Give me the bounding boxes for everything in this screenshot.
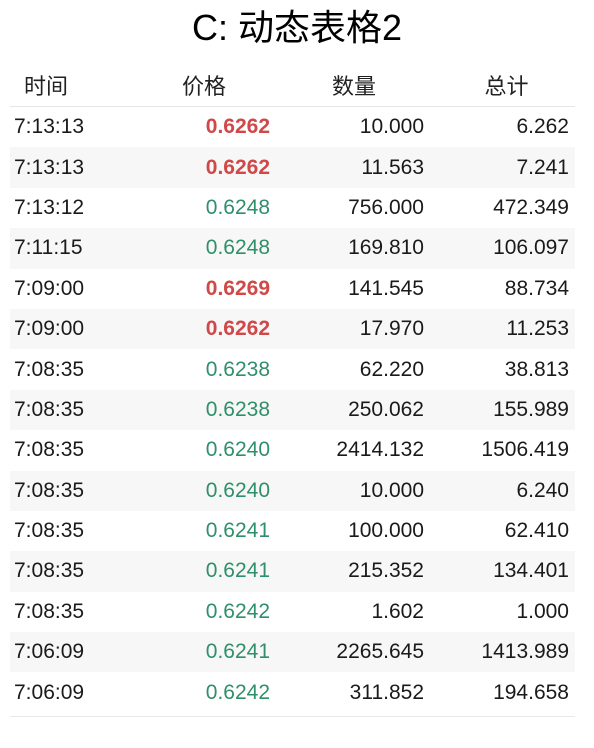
cell-price: 0.6262	[205, 317, 270, 341]
table-row[interactable]: 7:13:12 0.6248 756.000 472.349	[10, 188, 575, 228]
table-row[interactable]: 7:09:00 0.6262 17.970 11.253	[10, 308, 575, 350]
table-row[interactable]: 7:13:13 0.6262 10.000 6.262	[10, 107, 575, 147]
cell-price: 0.6238	[205, 397, 270, 421]
cell-time: 7:08:35	[14, 559, 85, 583]
cell-quantity: 250.062	[348, 397, 424, 421]
table-header: 时间 价格 数量 总计	[10, 64, 575, 107]
cell-time: 7:06:09	[14, 640, 85, 664]
cell-total: 62.410	[504, 519, 569, 543]
cell-time: 7:08:35	[14, 478, 85, 502]
table-row[interactable]: 7:06:09 0.6241 2265.645 1413.989	[10, 632, 575, 673]
cell-time: 7:08:35	[14, 519, 85, 543]
cell-price: 0.6240	[205, 438, 270, 462]
table-row[interactable]: 7:13:13 0.6262 11.563 7.241	[10, 147, 575, 188]
cell-total: 194.658	[493, 680, 569, 704]
cell-total: 6.262	[516, 115, 569, 139]
cell-time: 7:08:35	[14, 397, 85, 421]
header-total[interactable]: 总计	[484, 74, 529, 99]
cell-quantity: 169.810	[348, 236, 424, 260]
cell-price: 0.6241	[205, 519, 270, 543]
header-time[interactable]: 时间	[24, 74, 69, 99]
cell-price: 0.6262	[205, 115, 270, 139]
cell-quantity: 756.000	[348, 195, 424, 219]
cell-total: 1413.989	[481, 640, 569, 664]
cell-quantity: 10.000	[359, 478, 424, 502]
cell-price: 0.6262	[205, 155, 270, 179]
cell-quantity: 1.602	[371, 599, 424, 623]
cell-total: 6.240	[516, 478, 569, 502]
cell-quantity: 62.220	[359, 357, 424, 381]
cell-time: 7:08:35	[14, 599, 85, 623]
cell-total: 472.349	[493, 195, 569, 219]
table-row[interactable]: 7:08:35 0.6238 62.220 38.813	[10, 349, 575, 389]
cell-quantity: 311.852	[349, 680, 424, 704]
cell-time: 7:09:00	[14, 317, 85, 341]
cell-total: 1506.419	[481, 438, 569, 462]
cell-price: 0.6248	[205, 195, 270, 219]
cell-quantity: 215.352	[348, 559, 424, 583]
cell-price: 0.6240	[205, 478, 270, 502]
cell-quantity: 17.970	[359, 317, 424, 341]
table-bottom-divider	[10, 716, 575, 717]
cell-price: 0.6242	[205, 599, 270, 623]
cell-price: 0.6241	[205, 559, 270, 583]
cell-price: 0.6242	[205, 680, 270, 704]
table-body: 7:13:13 0.6262 10.000 6.262 7:13:13 0.6262 11.…	[10, 107, 575, 713]
cell-quantity: 100.000	[348, 519, 424, 543]
cell-time: 7:09:00	[14, 276, 85, 300]
page-title: C: 动态表格2	[191, 7, 403, 48]
cell-time: 7:13:13	[14, 155, 85, 179]
cell-total: 106.097	[493, 236, 569, 260]
cell-total: 38.813	[504, 357, 569, 381]
cell-quantity: 11.563	[361, 155, 424, 179]
cell-total: 88.734	[504, 276, 569, 300]
cell-total: 7.241	[516, 155, 569, 179]
table-row[interactable]: 7:08:35 0.6240 2414.132 1506.419	[10, 430, 575, 470]
table-row[interactable]: 7:08:35 0.6241 100.000 62.410	[10, 511, 575, 551]
cell-price: 0.6248	[205, 236, 270, 260]
table-row[interactable]: 7:08:35 0.6241 215.352 134.401	[10, 551, 575, 592]
cell-time: 7:08:35	[14, 438, 85, 462]
cell-time: 7:11:15	[14, 236, 83, 260]
trades-table: 时间 价格 数量 总计 7:13:13 0.6262 10.000 6.262 7:13…	[10, 64, 575, 713]
cell-time: 7:06:09	[14, 680, 85, 704]
cell-price: 0.6238	[205, 357, 270, 381]
cell-quantity: 141.545	[348, 276, 424, 300]
cell-price: 0.6269	[205, 276, 270, 300]
cell-time: 7:13:12	[14, 195, 85, 219]
table-row[interactable]: 7:06:09 0.6242 311.852 194.658	[10, 672, 575, 712]
cell-price: 0.6241	[205, 640, 270, 664]
table-row[interactable]: 7:09:00 0.6269 141.545 88.734	[10, 269, 575, 309]
cell-total: 11.253	[506, 317, 569, 341]
cell-total: 134.401	[493, 559, 569, 583]
cell-quantity: 2265.645	[336, 640, 424, 664]
table-row[interactable]: 7:08:35 0.6242 1.602 1.000	[10, 592, 575, 632]
cell-total: 155.989	[493, 397, 569, 421]
table-row[interactable]: 7:08:35 0.6240 10.000 6.240	[10, 470, 575, 511]
cell-quantity: 10.000	[359, 115, 424, 139]
cell-time: 7:08:35	[14, 357, 85, 381]
table-row[interactable]: 7:11:15 0.6248 169.810 106.097	[10, 228, 575, 269]
header-quantity[interactable]: 数量	[331, 74, 376, 99]
cell-quantity: 2414.132	[336, 438, 424, 462]
cell-total: 1.000	[516, 599, 569, 623]
cell-time: 7:13:13	[14, 115, 85, 139]
header-price[interactable]: 价格	[181, 74, 226, 99]
table-row[interactable]: 7:08:35 0.6238 250.062 155.989	[10, 389, 575, 431]
